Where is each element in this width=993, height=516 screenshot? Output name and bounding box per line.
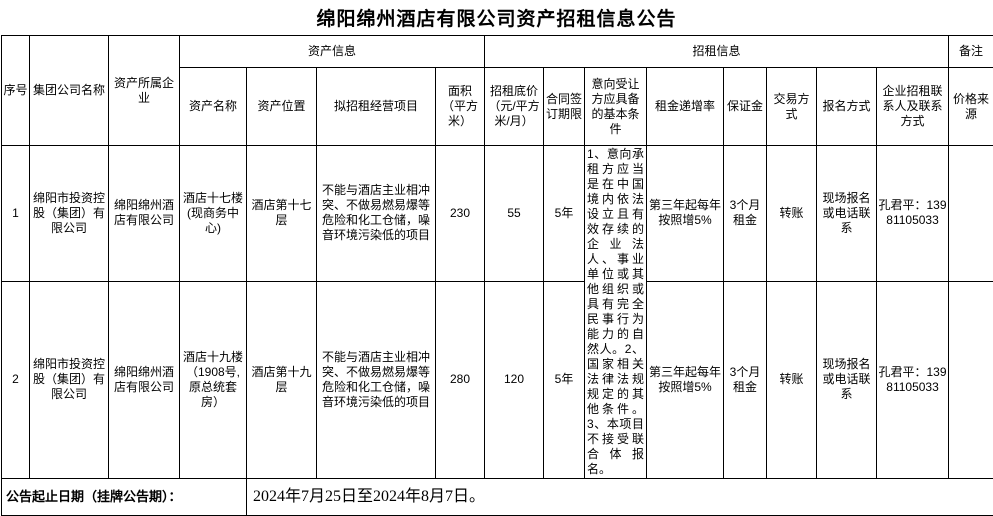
cell-contract-term: 5年 [544, 281, 585, 478]
header-proposed-business: 拟招租经营项目 [317, 68, 436, 146]
cell-price-source [949, 281, 993, 478]
cell-price-source [949, 146, 993, 282]
cell-asset-owner: 绵阳绵州酒店有限公司 [109, 281, 180, 478]
header-base-price: 招租底价（元/平方米/月） [485, 68, 544, 146]
table-row: 1 绵阳市投资控股（集团）有限公司 绵阳绵州酒店有限公司 酒店十七楼(现商务中心… [2, 146, 993, 282]
header-area: 面积（平方米） [436, 68, 485, 146]
cell-rent-increase: 第三年起每年按照增5% [647, 281, 724, 478]
cell-contract-term: 5年 [544, 146, 585, 282]
header-rent-increase: 租金递增率 [647, 68, 724, 146]
cell-transaction-method: 转账 [767, 281, 817, 478]
header-contract-term: 合同签订期限 [544, 68, 585, 146]
header-remark: 备注 [949, 36, 993, 68]
header-rental-info-group: 招租信息 [485, 36, 949, 68]
cell-asset-name: 酒店十九楼（1908号,原总统套房） [180, 281, 247, 478]
footer-row: 公告起止日期（挂牌公告期）： 2024年7月25日至2024年8月7日。 [2, 479, 993, 516]
cell-transaction-method: 转账 [767, 146, 817, 282]
rental-announcement-table: 序号 集团公司名称 资产所属企业 资产信息 招租信息 备注 资产名称 资产位置 … [1, 35, 993, 516]
cell-area: 280 [436, 281, 485, 478]
header-deposit: 保证金 [724, 68, 767, 146]
header-basic-conditions: 意向受让方应具备的基本条件 [585, 68, 647, 146]
cell-proposed-business: 不能与酒店主业相冲突、不做易燃易爆等危险和化工仓储，噪音环境污染低的项目 [317, 281, 436, 478]
header-asset-name: 资产名称 [180, 68, 247, 146]
cell-registration-method: 现场报名或电话联系 [817, 146, 877, 282]
table-row: 2 绵阳市投资控股（集团）有限公司 绵阳绵州酒店有限公司 酒店十九楼（1908号… [2, 281, 993, 478]
header-group-company: 集团公司名称 [30, 36, 109, 146]
header-transaction-method: 交易方式 [767, 68, 817, 146]
cell-group-company: 绵阳市投资控股（集团）有限公司 [30, 281, 109, 478]
cell-seq: 2 [2, 281, 30, 478]
cell-group-company: 绵阳市投资控股（集团）有限公司 [30, 146, 109, 282]
cell-base-price: 55 [485, 146, 544, 282]
cell-proposed-business: 不能与酒店主业相冲突、不做易燃易爆等危险和化工仓储，噪音环境污染低的项目 [317, 146, 436, 282]
cell-deposit: 3个月租金 [724, 281, 767, 478]
cell-deposit: 3个月租金 [724, 146, 767, 282]
cell-basic-conditions: 1、意向承租方应当是在中国境内依法设立且有效存续的企业法人、事业单位或其他组织或… [585, 146, 647, 479]
announcement-period-value: 2024年7月25日至2024年8月7日。 [247, 479, 993, 516]
header-asset-info-group: 资产信息 [180, 36, 485, 68]
cell-rent-increase: 第三年起每年按照增5% [647, 146, 724, 282]
cell-seq: 1 [2, 146, 30, 282]
header-registration-method: 报名方式 [817, 68, 877, 146]
cell-registration-method: 现场报名或电话联系 [817, 281, 877, 478]
cell-area: 230 [436, 146, 485, 282]
header-seq: 序号 [2, 36, 30, 146]
header-asset-owner: 资产所属企业 [109, 36, 180, 146]
page-title: 绵阳绵州酒店有限公司资产招租信息公告 [0, 0, 993, 35]
announcement-period-label: 公告起止日期（挂牌公告期）： [2, 479, 247, 516]
header-asset-location: 资产位置 [247, 68, 317, 146]
cell-contact: 孔君平：13981105033 [877, 146, 949, 282]
cell-contact: 孔君平：13981105033 [877, 281, 949, 478]
cell-base-price: 120 [485, 281, 544, 478]
header-price-source: 价格来源 [949, 68, 993, 146]
cell-asset-name: 酒店十七楼(现商务中心) [180, 146, 247, 282]
header-contact: 企业招租联系人及联系方式 [877, 68, 949, 146]
cell-asset-owner: 绵阳绵州酒店有限公司 [109, 146, 180, 282]
cell-asset-location: 酒店第十七层 [247, 146, 317, 282]
cell-asset-location: 酒店第十九层 [247, 281, 317, 478]
